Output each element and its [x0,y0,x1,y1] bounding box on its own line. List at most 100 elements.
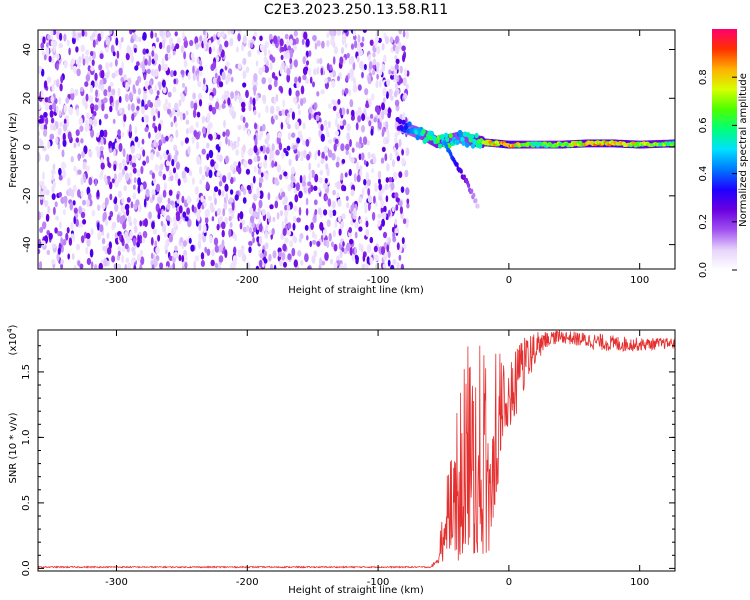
heatmap-noise-cell [263,258,268,264]
heatmap-noise-cell [248,207,254,215]
heatmap-noise-cell [154,163,159,172]
heatmap-noise-cell [133,225,138,234]
heatmap-noise-cell [316,91,320,97]
heatmap-noise-cell [184,137,189,144]
heatmap-noise-cell [360,152,365,161]
heatmap-noise-cell [351,254,356,261]
heatmap-noise-cell [315,114,320,122]
heatmap-noise-cell [43,124,48,131]
heatmap-noise-cell [131,113,135,121]
heatmap-noise-cell [274,200,279,209]
heatmap-noise-cell [237,63,242,70]
heatmap-noise-cell [172,167,177,174]
heatmap-noise-cell [386,237,391,243]
heatmap-noise-cell [48,232,53,240]
heatmap-noise-cell [372,64,376,70]
heatmap-noise-cell [144,127,149,133]
heatmap-noise-cell [401,45,406,52]
heatmap-noise-cell [136,61,140,67]
heatmap-noise-cell [231,105,235,112]
heatmap-noise-cell [399,65,403,74]
heatmap-noise-cell [342,241,345,247]
heatmap-noise-cell [55,215,60,221]
heatmap-noise-cell [70,233,74,239]
heatmap-noise-cell [341,213,346,220]
heatmap-noise-cell [121,254,124,264]
heatmap-noise-cell [267,192,271,201]
heatmap-noise-cell [253,73,258,83]
heatmap-y-label: Frequency (Hz) [8,112,19,188]
heatmap-noise-cell [335,118,338,127]
heatmap-noise-cell [312,35,317,41]
heatmap-ridge-cell [672,141,675,146]
heatmap-noise-cell [247,50,252,58]
heatmap-noise-cell [351,109,355,117]
heatmap-noise-cell [97,231,102,241]
heatmap-noise-cell [249,215,255,224]
heatmap-noise-cell [39,261,43,269]
heatmap-noise-cell [286,145,291,151]
heatmap-noise-cell [365,172,369,181]
heatmap-noise-cell [42,221,47,230]
heatmap-noise-cell [96,132,100,138]
heatmap-noise-cell [335,161,340,168]
heatmap-noise-cell [337,98,341,105]
heatmap-noise-cell [173,78,177,85]
heatmap-noise-cell [293,30,298,37]
heatmap-ridge-cell [429,130,434,136]
heatmap-noise-cell [275,180,280,186]
heatmap-noise-cell [100,30,104,39]
snr-y-tick-label: 0.0 [21,560,32,576]
heatmap-noise-cell [378,183,383,191]
heatmap-noise-cell [242,116,246,124]
heatmap-noise-cell [91,59,95,66]
heatmap-noise-cell [307,187,312,194]
heatmap-noise-cell [395,204,399,211]
heatmap-noise-cell [356,174,361,183]
heatmap-noise-cell [386,78,391,87]
heatmap-noise-cell [41,68,45,77]
heatmap-noise-cell [253,212,258,218]
heatmap-noise-cell [192,73,196,81]
heatmap-noise-cell [325,163,329,170]
heatmap-noise-cell [50,95,54,103]
heatmap-noise-cell [270,263,273,269]
heatmap-noise-cell [79,263,84,269]
heatmap-noise-cell [62,139,67,147]
heatmap-noise-cell [165,135,169,142]
heatmap-noise-cell [253,122,258,130]
heatmap-noise-cell [194,255,200,262]
heatmap-noise-cell [173,70,177,77]
heatmap-noise-cell [394,227,400,234]
heatmap-noise-cell [142,160,147,166]
heatmap-noise-cell [126,197,131,203]
heatmap-noise-cell [225,129,230,137]
heatmap-noise-cell [314,42,318,50]
heatmap-noise-cell [314,209,318,216]
snr-scale-label: (x104) [6,324,19,355]
heatmap-noise-cell [192,109,197,118]
heatmap-noise-cell [214,72,218,79]
heatmap-noise-cell [188,126,193,134]
heatmap-noise-cell [190,52,195,60]
heatmap-noise-cell [53,125,57,131]
heatmap-noise-cell [127,262,131,269]
heatmap-noise-cell [41,180,45,190]
heatmap-noise-cell [302,122,306,130]
heatmap-noise-cell [366,244,372,254]
heatmap-noise-cell [206,142,210,149]
heatmap-noise-cell [39,139,44,149]
heatmap-noise-cell [153,177,156,185]
heatmap-noise-cell [221,71,226,81]
heatmap-noise-cell [399,114,404,120]
heatmap-noise-cell [290,173,295,182]
heatmap-noise-cell [193,260,197,269]
heatmap-noise-cell [381,218,385,227]
heatmap-noise-cell [184,254,188,263]
heatmap-noise-cell [114,180,119,188]
heatmap-noise-cell [309,170,313,179]
heatmap-noise-cell [396,155,401,162]
heatmap-noise-cell [165,215,171,221]
heatmap-noise-cell [381,43,385,51]
heatmap-noise-cell [304,224,309,231]
